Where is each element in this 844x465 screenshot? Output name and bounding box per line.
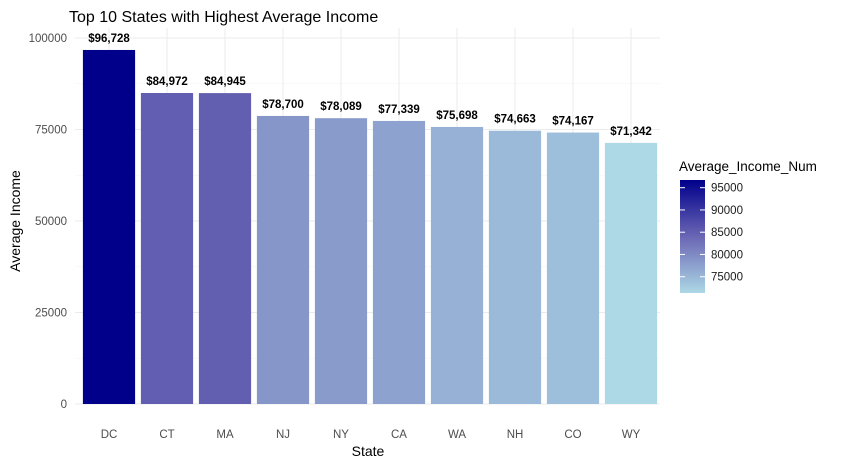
x-tick-label: NY bbox=[333, 429, 349, 441]
legend-tick-label: 80000 bbox=[711, 249, 743, 261]
bar-ma bbox=[198, 93, 252, 404]
bar-ct bbox=[140, 93, 194, 405]
bar-nj bbox=[256, 115, 310, 404]
y-tick-label: 50000 bbox=[35, 216, 67, 228]
chart-title: Top 10 States with Highest Average Incom… bbox=[69, 9, 378, 26]
legend-tick-label: 75000 bbox=[711, 272, 743, 284]
data-label-ny: $78,089 bbox=[320, 101, 362, 113]
x-tick-label: WA bbox=[448, 429, 466, 441]
legend-colorbar bbox=[680, 180, 705, 293]
bar-co bbox=[546, 132, 600, 405]
data-label-wy: $71,342 bbox=[610, 126, 652, 138]
x-tick-label: MA bbox=[216, 429, 234, 441]
data-label-nj: $78,700 bbox=[262, 99, 304, 111]
data-label-ct: $84,972 bbox=[146, 76, 188, 88]
bars bbox=[82, 49, 658, 405]
y-axis-title: Average Income bbox=[7, 170, 23, 272]
bar-wa bbox=[430, 126, 484, 405]
x-tick-label: WY bbox=[622, 429, 641, 441]
bar-nh bbox=[488, 130, 542, 405]
x-tick-label: NH bbox=[507, 429, 524, 441]
data-label-dc: $96,728 bbox=[88, 33, 130, 45]
x-tick-label: CT bbox=[159, 429, 174, 441]
x-axis-ticks: DC CT MA NJ NY CA WA NH CO WY bbox=[101, 429, 641, 441]
bar-ca bbox=[372, 120, 426, 404]
data-label-nh: $74,663 bbox=[494, 114, 536, 126]
y-tick-label: 25000 bbox=[35, 308, 67, 320]
x-tick-label: NJ bbox=[276, 429, 290, 441]
bar-wy bbox=[604, 142, 658, 404]
x-axis-title: State bbox=[352, 443, 385, 459]
y-axis-ticks: 0 25000 50000 75000 100000 bbox=[29, 33, 67, 411]
data-labels: $96,728 $84,972 $84,945 $78,700 $78,089 $77,3… bbox=[88, 33, 652, 138]
legend-tick-label: 95000 bbox=[711, 183, 743, 195]
data-label-wa: $75,698 bbox=[436, 110, 478, 122]
data-label-ca: $77,339 bbox=[378, 104, 420, 116]
y-tick-label: 75000 bbox=[35, 125, 67, 137]
data-label-co: $74,167 bbox=[552, 116, 594, 128]
data-label-ma: $84,945 bbox=[204, 76, 246, 88]
legend-tick-label: 85000 bbox=[711, 227, 743, 239]
y-tick-label: 100000 bbox=[29, 33, 67, 45]
x-tick-label: CO bbox=[564, 429, 581, 441]
x-tick-label: CA bbox=[391, 429, 407, 441]
x-tick-label: DC bbox=[101, 429, 118, 441]
legend-title: Average_Income_Num bbox=[679, 159, 817, 174]
legend-tick-label: 90000 bbox=[711, 205, 743, 217]
bar-dc bbox=[82, 49, 136, 404]
legend: Average_Income_Num 75000 80000 85000 90000 9… bbox=[679, 159, 817, 293]
bar-ny bbox=[314, 118, 368, 404]
y-tick-label: 0 bbox=[61, 399, 67, 411]
legend-ticks: 75000 80000 85000 90000 95000 bbox=[680, 183, 743, 284]
